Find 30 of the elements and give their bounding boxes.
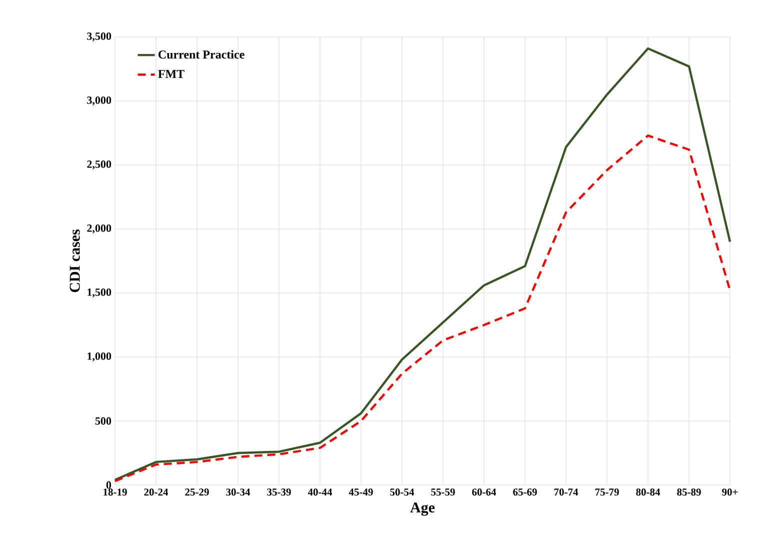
x-tick-label: 18-19 (104, 488, 127, 496)
x-tick-label: 20-24 (144, 488, 168, 496)
x-tick-label: 25-29 (185, 488, 209, 496)
y-tick-label: 500 (95, 417, 112, 425)
x-tick-label: 65-69 (513, 488, 537, 496)
x-tick-label: 55-59 (431, 488, 455, 496)
x-tick-label: 35-39 (267, 488, 291, 496)
y-tick-label: 1,500 (88, 288, 112, 298)
x-tick-label: 60-64 (472, 488, 496, 496)
y-tick-label: 2,000 (87, 224, 112, 234)
x-tick-label: 70-74 (554, 488, 578, 496)
x-tick-label: 90+ (722, 488, 738, 496)
x-tick-label: 75-79 (595, 488, 619, 496)
y-tick-label: 3,500 (87, 32, 112, 42)
y-tick-label: 1,000 (88, 352, 112, 362)
y-axis-title: CDI cases (70, 230, 80, 292)
x-axis-title: Age (410, 502, 435, 516)
line-series (114, 134, 732, 482)
legend-label: Current Practice (158, 50, 244, 59)
x-tick-label: 50-54 (390, 488, 414, 496)
y-tick-label: 2,500 (87, 160, 112, 170)
legend-label: FMT (158, 70, 184, 78)
line-series (114, 47, 732, 481)
x-tick-label: 45-49 (348, 488, 373, 496)
x-tick-label: 40-44 (308, 488, 332, 496)
x-tick-label: 80-84 (636, 488, 660, 496)
y-tick-label: 0 (106, 481, 112, 489)
x-tick-label: 85-89 (677, 488, 701, 496)
x-tick-label: 30-34 (226, 488, 250, 496)
y-tick-label: 3,000 (87, 96, 112, 106)
